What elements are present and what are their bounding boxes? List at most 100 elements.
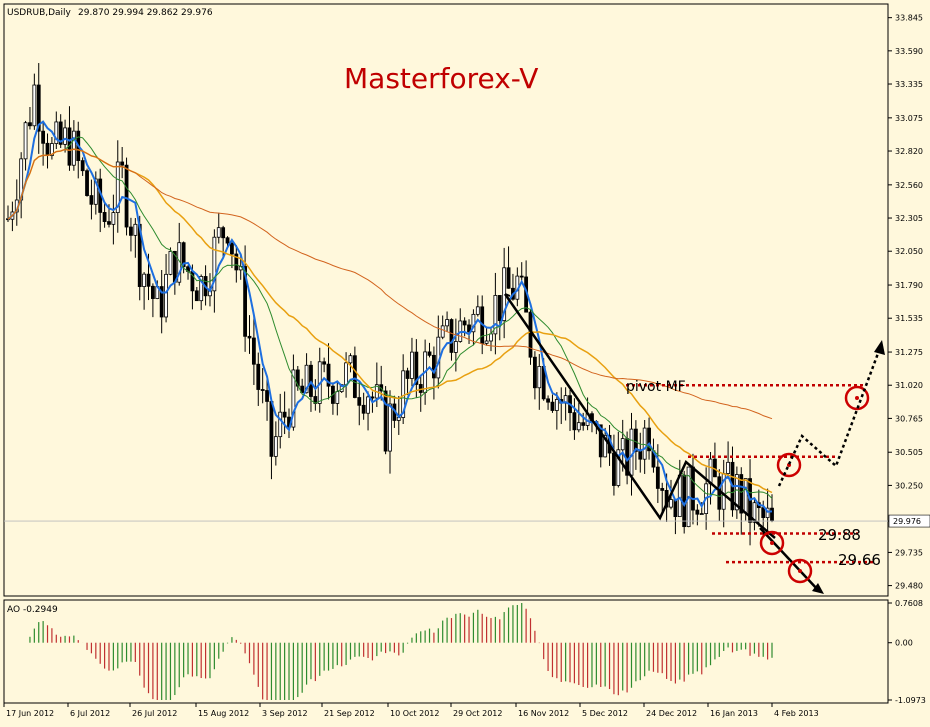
date-axis: 17 Jun 2012 6 Jul 2012 26 Jul 2012 15 Aug 2…	[3, 703, 819, 718]
target-circle	[759, 530, 785, 556]
candle-body	[467, 324, 471, 333]
price-tick-label: 33.590	[895, 47, 923, 56]
candle-body	[93, 178, 98, 205]
candle-body	[142, 273, 147, 287]
candle-body	[168, 250, 173, 275]
current-price-box	[888, 514, 930, 528]
candle-body	[620, 438, 625, 451]
candle-body	[63, 127, 67, 145]
price-axis: 33.845 33.590 33.335 33.075 32.820 32.560 32.3…	[4, 14, 930, 705]
candle-body	[546, 398, 550, 403]
candle-body	[581, 422, 586, 426]
candle-body	[181, 242, 186, 268]
candle-body	[164, 273, 168, 318]
price-tick-label: 29.735	[895, 548, 923, 557]
candle-body	[230, 242, 234, 255]
candle-body	[124, 164, 129, 228]
candle-body	[669, 499, 673, 508]
candle-body	[761, 507, 766, 518]
candle-body	[660, 488, 665, 491]
candle-body	[304, 364, 309, 394]
candle-body	[269, 401, 274, 457]
target-dot	[770, 541, 774, 545]
date-tick-label: 6 Jul 2012	[70, 709, 110, 718]
price-tick-label: 33.075	[895, 114, 923, 123]
candle-body	[28, 122, 32, 127]
candle-body	[445, 319, 449, 327]
candle-body	[629, 428, 634, 476]
price-tick-label: 30.250	[895, 481, 923, 490]
candle-body	[677, 474, 682, 518]
candle-body	[532, 356, 537, 389]
ma-red-line	[7, 148, 773, 420]
candle-body	[36, 84, 41, 132]
candle-body	[54, 121, 59, 144]
candle-body	[528, 311, 533, 358]
ao-histogram	[29, 603, 773, 700]
candle-body	[537, 366, 542, 389]
target-1-label: 29.88	[818, 526, 861, 544]
current-price-label: 29.976	[893, 517, 921, 526]
candle-body	[765, 507, 770, 518]
price-tick-label: 30.765	[895, 414, 923, 423]
price-tick-label: 31.535	[895, 314, 923, 323]
candle-body	[326, 363, 331, 387]
candle-body	[638, 450, 643, 460]
candle-body	[23, 122, 28, 160]
candle-body	[699, 513, 704, 515]
candle-body	[133, 223, 138, 236]
candle-body	[432, 354, 436, 379]
candle-body	[489, 333, 493, 342]
candle-body	[300, 385, 305, 394]
candle-body	[216, 227, 221, 238]
target-2-label: 29.66	[838, 551, 881, 569]
date-tick-label: 4 Feb 2013	[774, 709, 819, 718]
date-tick-label: 21 Sep 2012	[324, 709, 375, 718]
candle-body	[603, 434, 608, 458]
symbol-label: USDRUB,Daily	[7, 8, 72, 18]
price-tick-label: 33.335	[895, 80, 923, 89]
date-tick-label: 26 Jul 2012	[132, 709, 177, 718]
wave-line	[503, 293, 776, 539]
date-tick-label: 5 Dec 2012	[582, 709, 628, 718]
candle-body	[427, 351, 432, 356]
price-tick-label: 31.020	[895, 381, 923, 390]
candle-body	[506, 267, 511, 289]
candle-body	[743, 478, 748, 514]
indicator-label: AO -0.2949	[7, 605, 58, 615]
candle-body	[493, 295, 498, 335]
candle-body	[366, 396, 370, 414]
candle-body	[352, 355, 357, 398]
candle-body	[71, 130, 76, 166]
candle-body	[85, 170, 89, 196]
candle-body	[572, 412, 577, 431]
candle-body	[739, 474, 744, 514]
candle-body	[612, 452, 616, 486]
price-tick-label: 31.275	[895, 348, 923, 357]
candle-body	[120, 161, 125, 166]
candle-body	[633, 428, 638, 452]
candle-body	[655, 466, 660, 489]
target-dot	[855, 396, 859, 400]
price-tick-label: 32.050	[895, 247, 923, 256]
candle-body	[370, 396, 375, 399]
ao-tick-label: 0.7608	[895, 599, 923, 608]
candle-body	[453, 341, 458, 353]
candle-body	[462, 320, 467, 326]
candle-body	[357, 397, 362, 406]
candle-body	[647, 427, 651, 452]
candle-body	[519, 275, 524, 278]
price-tick-label: 33.845	[895, 14, 923, 23]
candle-body	[115, 161, 120, 214]
pivot-label: pivot MF	[626, 379, 686, 395]
wave-start	[504, 293, 511, 297]
target-circle	[844, 385, 870, 411]
date-tick-label: 24 Dec 2012	[646, 709, 697, 718]
candle-body	[159, 286, 164, 318]
date-tick-label: 10 Oct 2012	[390, 709, 439, 718]
candle-body	[212, 236, 217, 292]
candle-body	[111, 212, 116, 225]
candle-body	[146, 273, 151, 287]
price-tick-label: 30.505	[895, 448, 923, 457]
